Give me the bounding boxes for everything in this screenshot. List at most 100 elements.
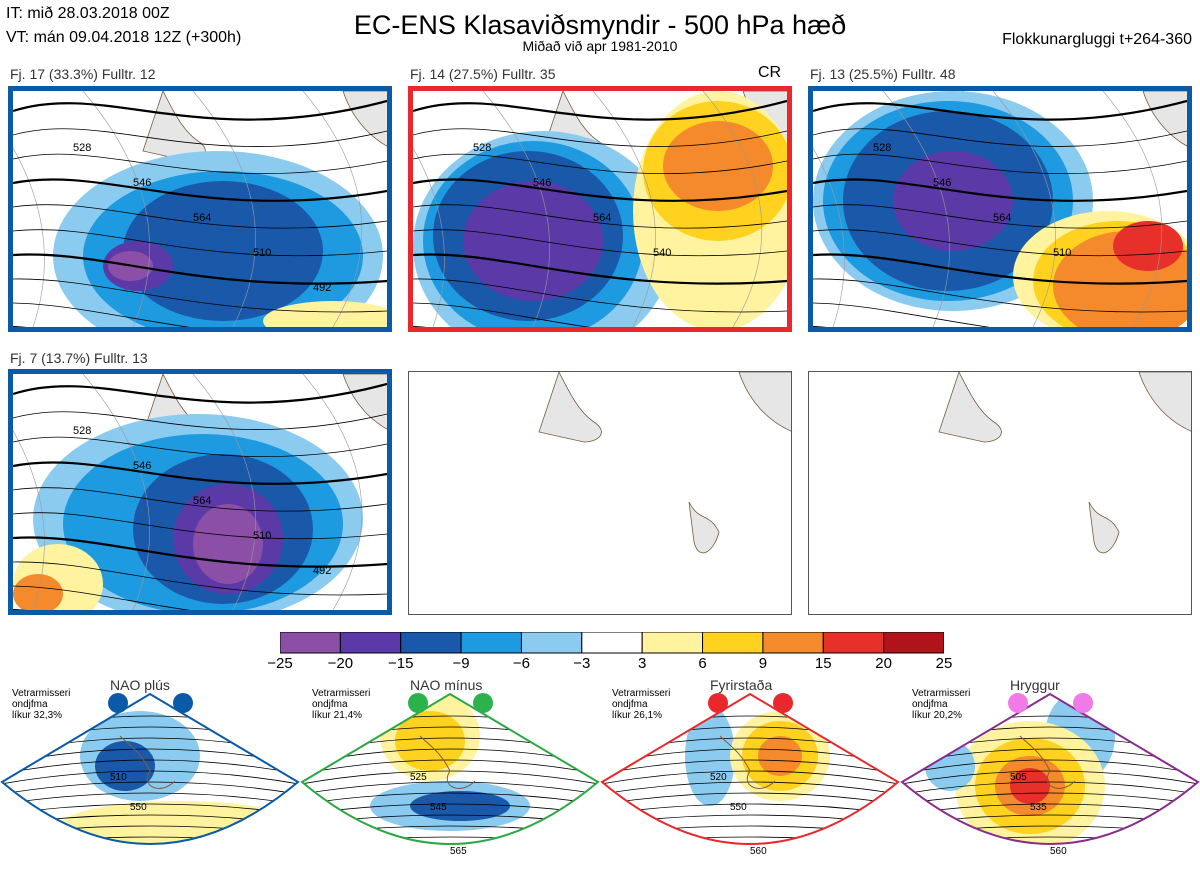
regime-note-line: Vetrarmisseri bbox=[912, 688, 971, 699]
grid-line bbox=[702, 91, 763, 327]
contour-label: 528 bbox=[73, 425, 91, 437]
anomaly-area bbox=[758, 736, 802, 776]
contour-label: 528 bbox=[73, 142, 91, 154]
anomaly-area bbox=[1010, 768, 1050, 804]
contour-label: 564 bbox=[593, 212, 611, 224]
regime-title: NAO plús bbox=[110, 677, 170, 693]
regime-note-line: líkur 32,3% bbox=[12, 710, 63, 721]
initial-time: IT: mið 28.03.2018 00Z bbox=[6, 5, 170, 22]
colorbar-tick-label: −20 bbox=[327, 655, 354, 672]
contour-label: 525 bbox=[410, 772, 427, 783]
regime-title: Hryggur bbox=[1010, 677, 1060, 693]
height-contour bbox=[2, 792, 298, 807]
contour-label: 535 bbox=[1030, 802, 1047, 813]
height-contour bbox=[13, 512, 387, 540]
grid-line bbox=[192, 374, 256, 610]
height-contour bbox=[13, 461, 387, 485]
regime-note-line: ondjfma bbox=[912, 699, 948, 710]
contour-label: 540 bbox=[653, 247, 671, 259]
regime-note-line: Vetrarmisseri bbox=[12, 688, 71, 699]
height-contour bbox=[302, 781, 598, 797]
contour-label: 528 bbox=[873, 142, 891, 154]
height-contour bbox=[413, 229, 787, 257]
coastline bbox=[419, 735, 476, 789]
regime-dot bbox=[773, 693, 793, 713]
height-contour bbox=[413, 153, 787, 175]
contour-label: 492 bbox=[313, 282, 331, 294]
colorbar-segment bbox=[280, 632, 341, 654]
fan-border bbox=[300, 692, 600, 845]
contour-label: 560 bbox=[1050, 846, 1067, 857]
colorbar-tick-label: 15 bbox=[814, 655, 832, 672]
height-contour bbox=[602, 781, 898, 797]
colorbar-segment bbox=[400, 632, 462, 654]
height-contour bbox=[302, 759, 598, 777]
regime-note-line: líkur 26,1% bbox=[612, 710, 663, 721]
grid-line bbox=[13, 430, 45, 610]
anomaly-area bbox=[123, 181, 323, 321]
anomaly-area bbox=[463, 181, 603, 301]
classification-window: Flokkunargluggi t+264-360 bbox=[1002, 31, 1192, 48]
height-contour bbox=[813, 278, 1187, 313]
contour-label: 510 bbox=[110, 772, 127, 783]
height-contour bbox=[302, 792, 598, 807]
cluster-map-4: 528 546 564 510 492 bbox=[8, 369, 392, 615]
regime-diagram: 525 545 565 bbox=[300, 676, 600, 871]
height-contour bbox=[2, 759, 298, 777]
empty-map-2 bbox=[808, 371, 1192, 615]
regime-diagram: 505 535 560 bbox=[900, 676, 1200, 871]
height-contour bbox=[2, 781, 298, 797]
regime-dot bbox=[708, 693, 728, 713]
height-contour bbox=[13, 128, 387, 147]
regime-note-line: ondjfma bbox=[612, 699, 648, 710]
height-contour bbox=[413, 99, 787, 121]
contour-label: 545 bbox=[430, 802, 447, 813]
cr-tag: CR bbox=[758, 64, 782, 81]
height-contour bbox=[902, 792, 1198, 807]
height-contour bbox=[13, 229, 387, 257]
anomaly-area bbox=[663, 121, 773, 211]
anomaly-area bbox=[193, 504, 263, 584]
cluster-map-2: 528 546 564 540 bbox=[408, 86, 792, 332]
regime-note-line: ondjfma bbox=[312, 699, 348, 710]
page-subtitle: Miðað við apr 1981-2010 bbox=[522, 38, 678, 54]
grid-line bbox=[302, 91, 363, 327]
height-contour bbox=[602, 792, 898, 807]
height-contour bbox=[13, 487, 387, 512]
regime-title: NAO mínus bbox=[410, 677, 483, 693]
colorbar-tick-label: 9 bbox=[758, 655, 768, 672]
land-shape bbox=[938, 372, 1002, 443]
colorbar-tick-label: −6 bbox=[512, 655, 530, 672]
contour-label: 546 bbox=[133, 460, 151, 472]
contour-label: 564 bbox=[193, 495, 211, 507]
grid-line bbox=[302, 374, 363, 610]
colorbar-tick-label: 3 bbox=[638, 655, 647, 672]
height-contour bbox=[813, 178, 1187, 202]
colorbar-segment bbox=[702, 632, 764, 654]
colorbar-tick-label: −3 bbox=[573, 655, 591, 672]
contour-label: 564 bbox=[993, 212, 1011, 224]
height-contour bbox=[13, 382, 387, 404]
height-contour bbox=[13, 436, 387, 458]
grid-line bbox=[813, 147, 845, 327]
regime-note-line: líkur 20,2% bbox=[912, 710, 963, 721]
colorbar-segment bbox=[883, 632, 944, 654]
page-title: EC-ENS Klasaviðsmyndir - 500 hPa hæð bbox=[353, 10, 847, 40]
regime-note-line: Vetrarmisseri bbox=[612, 688, 671, 699]
grid-line bbox=[882, 91, 950, 327]
colorbar-tick-label: −15 bbox=[387, 655, 414, 672]
height-contour bbox=[13, 411, 387, 430]
height-contour bbox=[813, 204, 1187, 229]
grid-line bbox=[413, 147, 445, 327]
regime-dot bbox=[1008, 693, 1028, 713]
fan-border bbox=[900, 692, 1200, 845]
regime-dot bbox=[408, 693, 428, 713]
fan-border bbox=[0, 692, 300, 845]
contour-label: 550 bbox=[730, 802, 747, 813]
contour-label: 492 bbox=[313, 565, 331, 577]
cluster-map-1: 528 546 564 510 492 bbox=[8, 86, 392, 332]
colorbar-tick-label: −25 bbox=[267, 655, 293, 672]
contour-label: 565 bbox=[450, 846, 467, 857]
height-contour bbox=[413, 278, 787, 313]
land-shape bbox=[738, 372, 791, 432]
